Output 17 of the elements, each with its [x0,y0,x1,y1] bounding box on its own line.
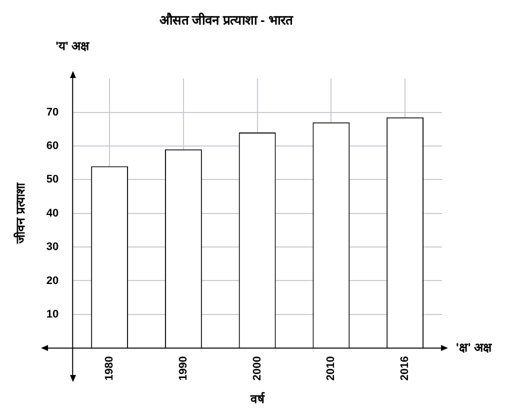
x-tick-label: 1980 [104,356,116,381]
x-tick-label: 2000 [251,356,264,381]
y-tick-label: 10 [46,308,59,320]
x-tick-label: 1990 [177,356,190,381]
y-tick-label: 70 [46,106,59,118]
y-tick-label: 20 [46,274,59,287]
y-tick-label: 50 [46,174,59,186]
y-tick-label: 40 [46,207,59,220]
x-axis-title: वर्ष [249,392,266,406]
x-tick-label: 2010 [325,356,338,381]
y-tick-label: 30 [46,241,59,254]
text: 'क्ष' अक्ष [456,340,494,354]
text: 'य' अक्ष [56,38,91,53]
x-tick-label: 2016 [399,356,412,381]
y-axis-title: जीवन प्रत्याशा [14,182,28,245]
y-tick-label: 60 [46,140,59,152]
chart-title: औसत जीवन प्रत्याशा - भारत [160,12,294,28]
